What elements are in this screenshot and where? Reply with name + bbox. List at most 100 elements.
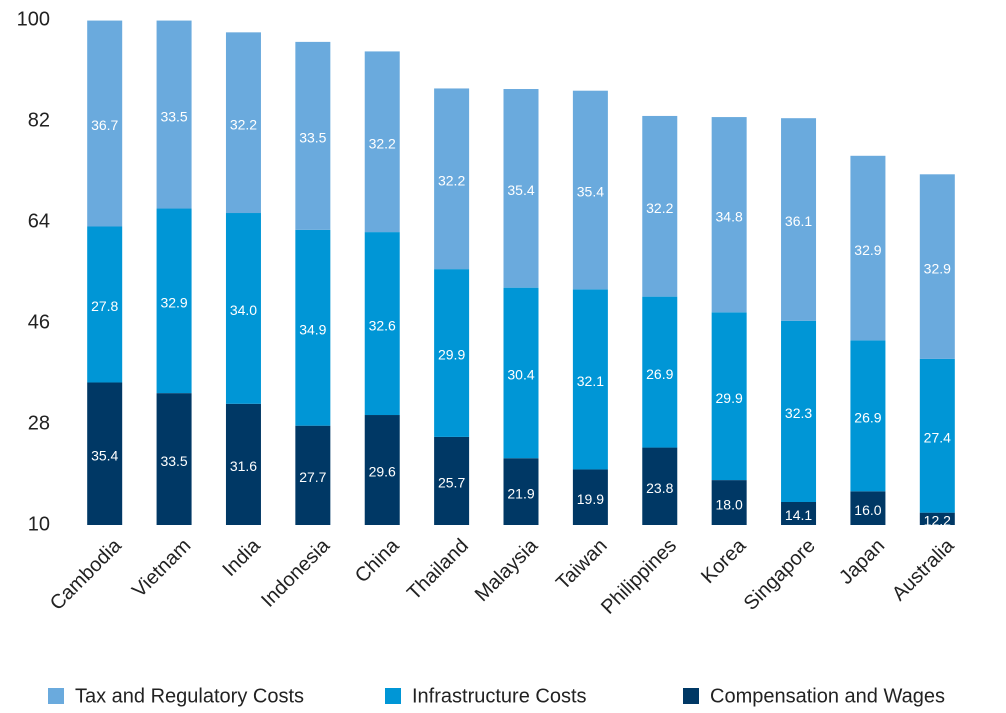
value-label: 25.7 [438,475,465,491]
value-label: 26.9 [854,410,881,426]
value-label: 32.3 [785,405,812,421]
bar-segment [503,458,539,525]
legend-label: Tax and Regulatory Costs [75,685,304,707]
y-tick-label: 100 [17,8,50,30]
value-label: 29.9 [438,347,465,363]
value-label: 36.7 [91,117,118,133]
value-label: 32.2 [369,135,396,151]
bar-segment [156,393,192,525]
bar-segment [503,287,539,459]
value-label: 32.2 [646,200,673,216]
bar-segment [919,512,955,525]
bar-segment [225,213,261,404]
y-tick-label: 10 [28,513,50,535]
x-tick-label: Korea [697,534,751,588]
value-label: 32.6 [369,317,396,333]
x-tick-label: Malaysia [471,534,543,606]
bar-segment [156,20,192,209]
bar-segment [781,320,817,502]
bar-segment [156,208,192,394]
bar-segment [572,469,608,525]
value-label: 33.5 [160,453,187,469]
x-tick-label: Cambodia [46,534,127,615]
value-label: 18.0 [716,496,743,512]
bar-segment [503,89,539,288]
value-label: 26.9 [646,366,673,382]
value-label: 36.1 [785,213,812,229]
value-label: 34.8 [716,208,743,224]
bar-segment [781,118,817,321]
value-label: 32.9 [924,260,951,276]
bar-segment [572,90,608,290]
bar-segment [642,115,678,297]
value-label: 12.2 [924,513,951,529]
value-label: 32.9 [160,295,187,311]
value-label: 33.5 [299,130,326,146]
bar-segment [434,88,470,270]
x-tick-label: Japan [835,535,889,589]
legend-swatch [385,688,401,704]
legend-swatch [683,688,699,704]
bar-segment [919,358,955,513]
x-tick-label: Indonesia [257,534,335,612]
x-tick-label: Singapore [740,535,820,615]
value-label: 35.4 [91,447,118,463]
bar-segment [87,226,123,383]
value-label: 27.7 [299,469,326,485]
bar-segment [434,436,470,525]
value-label: 29.9 [716,390,743,406]
value-label: 27.8 [91,298,118,314]
value-label: 32.9 [854,242,881,258]
bar-segment [919,174,955,359]
x-tick-label: India [219,534,266,581]
value-label: 35.4 [577,184,604,200]
bar-segment [850,340,886,492]
bar-segment [364,232,400,416]
bar-segment [87,20,123,227]
value-label: 23.8 [646,480,673,496]
bar-segment [364,51,400,233]
bar-segment [850,491,886,525]
value-label: 32.1 [577,373,604,389]
bar-segment [295,41,331,230]
y-tick-label: 28 [28,412,50,434]
bar-segment [781,501,817,525]
y-tick-label: 82 [28,109,50,131]
value-label: 35.4 [507,182,534,198]
x-tick-label: Thailand [403,535,473,605]
bar-segment [295,229,331,426]
value-label: 14.1 [785,507,812,523]
bar-segment [572,289,608,470]
value-label: 32.2 [438,172,465,188]
bar-segment [711,312,747,481]
x-tick-label: China [351,534,404,587]
x-tick-label: Australia [888,534,959,605]
value-label: 27.4 [924,429,951,445]
bar-segment [225,32,261,214]
value-label: 33.5 [160,108,187,124]
bar-segment [225,403,261,525]
value-label: 29.6 [369,464,396,480]
value-label: 34.0 [230,302,257,318]
y-tick-label: 64 [28,210,50,232]
bar-segment [434,269,470,437]
bar-segment [642,296,678,448]
bar-segment [642,447,678,525]
legend-label: Compensation and Wages [710,685,945,707]
x-tick-label: Philippines [597,535,681,619]
value-label: 31.6 [230,458,257,474]
value-label: 16.0 [854,502,881,518]
bar-segment [87,382,123,525]
legend-swatch [48,688,64,704]
bar-segment [295,425,331,525]
bar-segment [364,415,400,525]
value-label: 34.9 [299,321,326,337]
value-label: 19.9 [577,491,604,507]
x-tick-label: Vietnam [128,535,195,602]
value-label: 21.9 [507,485,534,501]
value-label: 30.4 [507,367,534,383]
bar-segment [711,117,747,313]
bar-segment [850,155,886,341]
legend-label: Infrastructure Costs [412,685,587,707]
